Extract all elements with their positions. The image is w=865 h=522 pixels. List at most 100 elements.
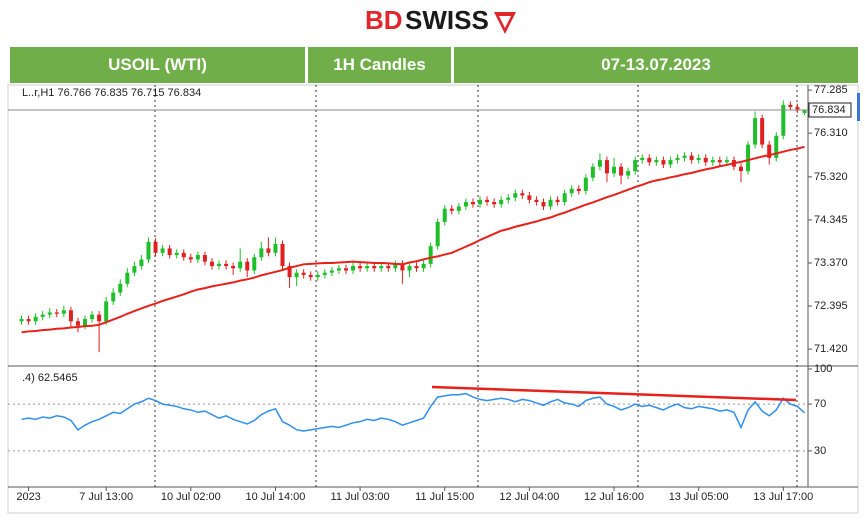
candle-body	[703, 157, 708, 163]
logo-icon-inner	[499, 16, 511, 28]
candle-body	[506, 197, 511, 200]
candle-body	[386, 266, 391, 269]
candle-body	[781, 104, 786, 136]
candle-body	[47, 312, 52, 315]
candle-body	[104, 301, 109, 322]
candle-body	[90, 314, 95, 320]
candle-body	[470, 202, 475, 205]
candle-body	[802, 109, 807, 113]
candle-body	[202, 255, 207, 262]
candle-body	[499, 199, 504, 205]
candle-body	[125, 272, 130, 284]
candle-body	[400, 263, 405, 271]
candle-body	[365, 266, 370, 269]
candle-body	[485, 199, 490, 203]
candle-body	[633, 160, 638, 172]
candle-body	[619, 166, 624, 176]
candle-body	[273, 243, 278, 253]
candle-body	[590, 166, 595, 178]
candle-body	[372, 266, 377, 269]
candle-body	[167, 248, 172, 256]
candle-body	[266, 248, 271, 253]
candle-body	[19, 319, 24, 322]
candle-body	[238, 261, 243, 269]
candle-body	[188, 257, 193, 260]
indicator-label: .4) 62.5465	[22, 372, 78, 384]
candle-body	[146, 241, 151, 260]
candle-body	[435, 221, 440, 247]
candle-body	[393, 263, 398, 269]
candle-body	[174, 252, 179, 256]
y-tick-label: 73.370	[814, 257, 848, 269]
candle-body	[668, 160, 673, 165]
x-tick-label: 10 Jul 02:00	[161, 491, 221, 503]
last-price-box	[808, 102, 852, 118]
candle-body	[795, 107, 800, 110]
candle-body	[541, 202, 546, 207]
y-tick-label: 77.285	[814, 84, 848, 96]
candle-body	[315, 274, 320, 278]
candle-body	[449, 208, 454, 211]
candle-body	[442, 208, 447, 222]
candle-body	[738, 166, 743, 172]
x-tick-label: 13 Jul 17:00	[753, 491, 813, 503]
candle-body	[724, 160, 729, 163]
candle-body	[527, 195, 532, 200]
x-tick-label: 7 Jul 13:00	[79, 491, 133, 503]
y-tick-label: 100	[814, 363, 832, 375]
y-tick-label: 75.320	[814, 171, 848, 183]
candle-body	[774, 135, 779, 158]
trend-line	[431, 385, 797, 402]
x-tick-label: 11 Jul 03:00	[331, 491, 390, 503]
candle-body	[209, 261, 214, 267]
candle-body	[562, 193, 567, 203]
candle-body	[760, 118, 765, 145]
candle-body	[358, 266, 363, 269]
candle-body	[379, 266, 384, 269]
candle-body	[675, 157, 680, 161]
candle-body	[33, 316, 38, 322]
candle-body	[343, 268, 348, 271]
candle-body	[153, 241, 158, 253]
logo: BD SWISS	[365, 5, 516, 35]
candle-body	[492, 202, 497, 205]
candle-body	[583, 177, 588, 191]
info-label: L..r,H1 76.766 76.835 76.715 76.834	[22, 87, 201, 99]
header-timeframe: 1H Candles	[308, 47, 451, 83]
header-period: 07-13.07.2023	[454, 47, 858, 83]
candle-body	[654, 160, 659, 163]
scroll-marker	[857, 93, 860, 121]
candle-body	[576, 188, 581, 191]
x-tick-label: 12 Jul 04:00	[499, 491, 559, 503]
logo-swiss: SWISS	[405, 5, 489, 35]
x-tick-label: 2023	[16, 491, 40, 503]
candle-body	[259, 248, 264, 258]
candle-body	[661, 160, 666, 165]
last-price-label: 76.834	[812, 104, 846, 116]
candle-body	[294, 272, 299, 278]
candle-body	[520, 193, 525, 196]
candle-body	[280, 243, 285, 267]
y-tick-label: 74.345	[814, 214, 848, 226]
candle-body	[336, 268, 341, 271]
chart-frame	[7, 84, 859, 514]
candle-body	[231, 266, 236, 269]
candle-body	[682, 155, 687, 158]
candle-body	[329, 270, 334, 273]
candle-body	[555, 199, 560, 203]
candle-body	[717, 160, 722, 163]
candle-body	[111, 292, 116, 302]
candle-body	[245, 261, 250, 271]
candle-body	[83, 319, 88, 326]
x-tick-label: 10 Jul 14:00	[245, 491, 305, 503]
candle-body	[351, 266, 356, 271]
candle-body	[118, 283, 123, 293]
candle-body	[788, 104, 793, 108]
candle-body	[40, 314, 45, 317]
candle-body	[626, 171, 631, 176]
candle-body	[54, 312, 59, 314]
candle-body	[456, 206, 461, 211]
candle-body	[252, 257, 257, 271]
candle-body	[640, 157, 645, 161]
